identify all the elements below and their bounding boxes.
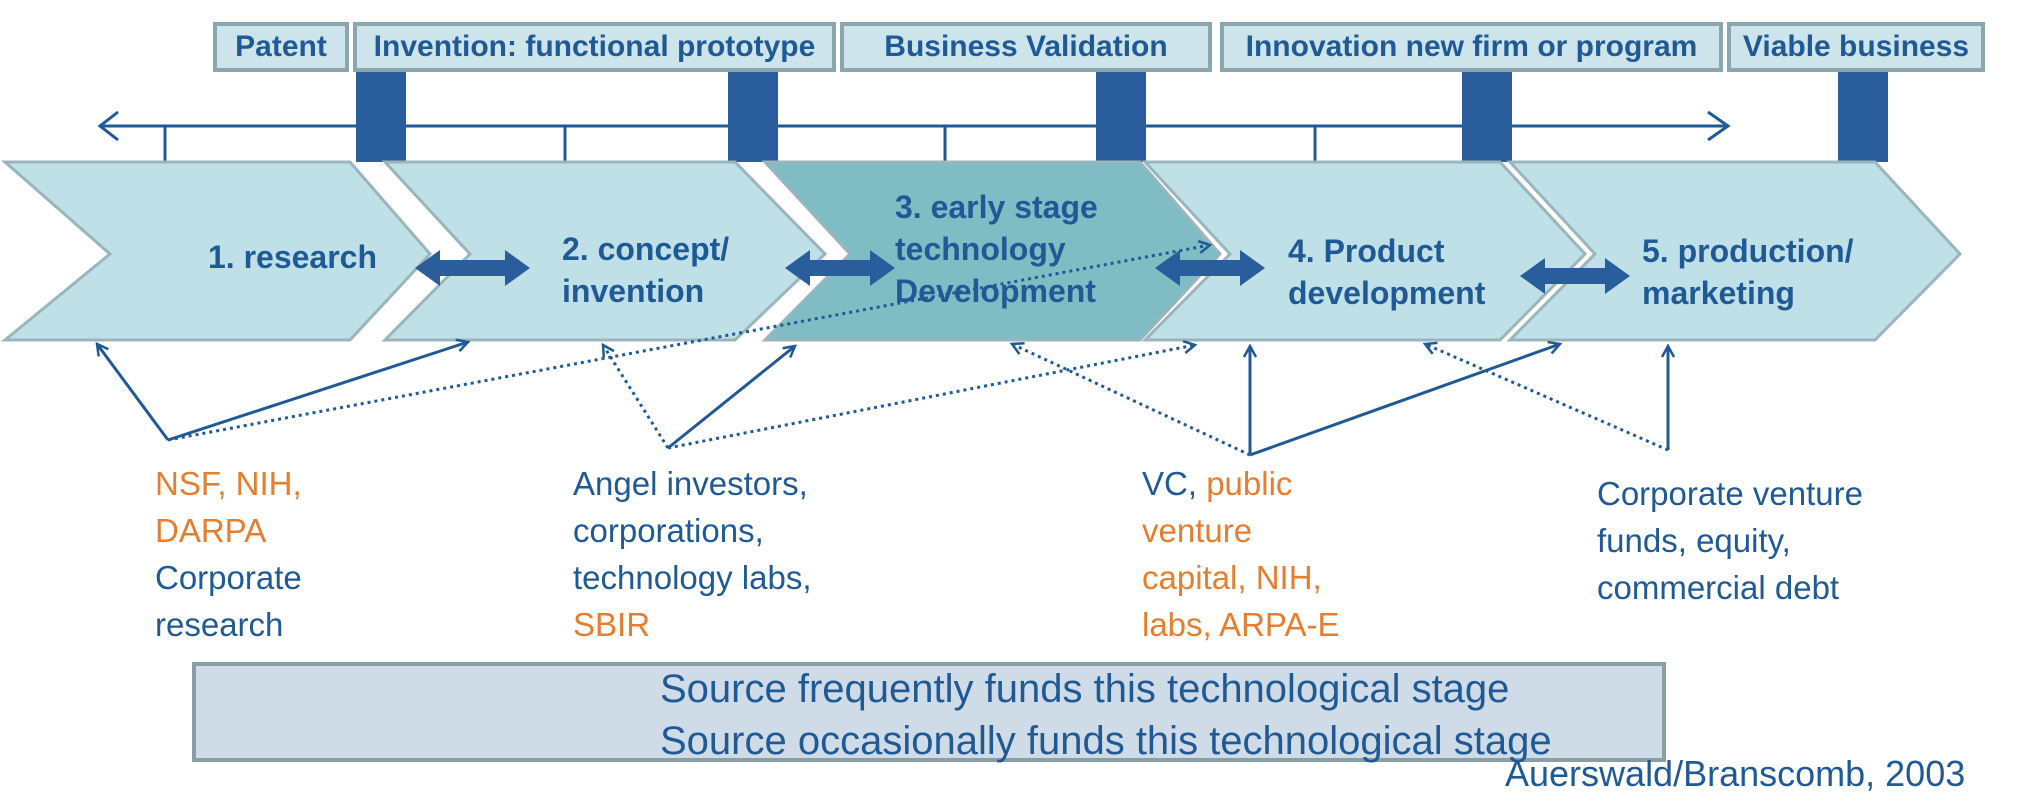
source-line: corporations, [573,512,764,549]
stage-chevrons [0,160,1963,342]
chevron-research [0,160,433,342]
frequent-funding-arrow [167,342,468,442]
stage-2-line: invention [562,273,705,309]
source-line: capital, NIH, [1142,559,1322,596]
stage-connectors [415,250,1630,294]
source-line: SBIR [573,606,651,643]
milestone-marker [356,72,406,162]
source-group-government: NSF, NIH, DARPA Corporate research [155,460,302,648]
double-arrow [785,250,895,286]
source-line: Corporate venture [1597,475,1863,512]
milestone-business-validation: Business Validation [840,22,1212,72]
chevron-product [1141,160,1588,342]
frequent-funding-arrow [1249,344,1560,457]
chevron-early-stage [761,160,1223,342]
stage-3-label: 3. early stage technology Development [895,186,1098,312]
milestone-marker [728,72,778,162]
source-line: DARPA [155,512,267,549]
stage-5-line: marketing [1642,275,1795,311]
stage-4-line: 4. Product [1288,233,1445,269]
attribution: Auerswald/Branscomb, 2003 [1505,753,1966,794]
double-arrow [1155,250,1265,286]
occasional-funding-arrow [1425,344,1669,452]
timeline-right-arrowhead [1707,110,1731,142]
source-group-angel: Angel investors, corporations, technolog… [573,460,812,648]
milestone-marker [1462,72,1512,162]
timeline-left-arrowhead [97,110,119,142]
occasional-funding-arrow [603,345,670,449]
stage-3-line: 3. early stage [895,189,1098,225]
milestone-patent: Patent [213,22,349,72]
double-arrow [415,250,530,286]
source-text: VC, [1142,465,1207,502]
source-line: commercial debt [1597,569,1840,606]
occasional-funding-arrow [667,345,1195,450]
source-line: VC, public [1142,460,1339,507]
stage-4-line: development [1288,275,1486,311]
stage-5-label: 5. production/ marketing [1642,230,1854,314]
milestone-viable-business: Viable business [1727,22,1985,72]
stage-2-label: 2. concept/ invention [562,228,729,312]
source-line: technology labs, [573,559,812,596]
legend-occasional-text: Source occasionally funds this technolog… [660,719,1552,763]
source-group-corporate: Corporate venture funds, equity, commerc… [1597,470,1863,611]
chevron-concept [381,160,828,342]
source-line: NSF, NIH, [155,465,302,502]
stage-3-line: Development [895,273,1096,309]
source-line: research [155,606,284,643]
stage-1-label: 1. research [208,236,377,278]
double-arrow [1520,258,1630,294]
stage-2-line: 2. concept/ [562,231,730,267]
milestone-marker [1096,72,1146,162]
frequent-funding-arrows [97,342,1668,457]
frequent-funding-arrow [667,346,795,450]
milestone-markers [356,72,1888,162]
source-line: funds, equity, [1597,522,1791,559]
stage-4-label: 4. Product development [1288,230,1485,314]
milestone-invention: Invention: functional prototype [353,22,836,72]
source-line: Corporate [155,559,302,596]
diagram-canvas [0,72,1963,770]
occasional-funding-arrow [167,245,1210,442]
source-line: venture [1142,512,1253,549]
occasional-funding-arrow [1012,344,1251,457]
chevron-production [1506,160,1963,342]
source-line: Angel investors, [573,465,808,502]
milestone-marker [1838,72,1888,162]
milestone-innovation: Innovation new firm or program [1220,22,1723,72]
occasional-funding-arrows [167,245,1669,457]
stage-3-line: technology [895,231,1066,267]
source-text: public [1206,465,1293,502]
source-line: labs, ARPA-E [1142,606,1340,643]
stage-1-line: 1. research [208,239,378,275]
frequent-funding-arrow [97,344,170,441]
stage-5-line: 5. production/ [1642,233,1854,269]
source-group-vc: VC, public venture capital, NIH, labs, A… [1142,460,1339,648]
legend-frequent-text: Source frequently funds this technologic… [660,667,1510,711]
legend-box [192,662,1666,762]
